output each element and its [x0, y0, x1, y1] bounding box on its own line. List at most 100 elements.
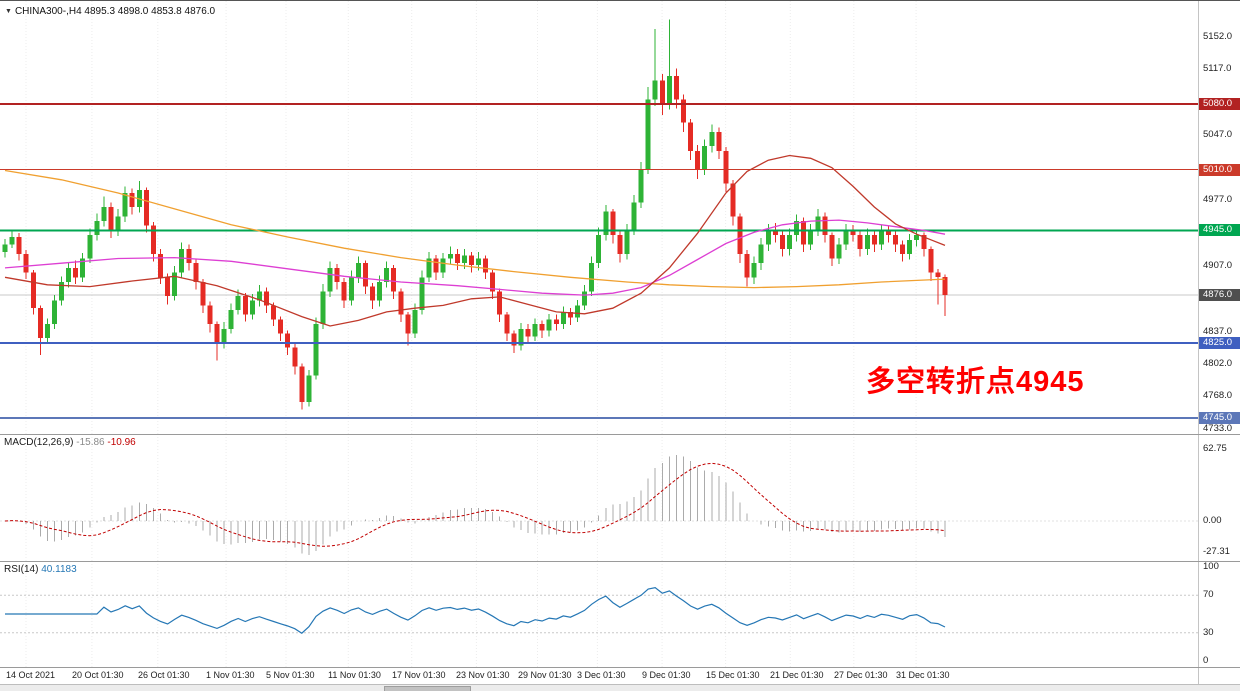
candle-body: [723, 150, 729, 184]
axis-tick-label: 62.75: [1203, 443, 1227, 454]
axis-tick-label: 4907.0: [1203, 260, 1233, 271]
time-label: 27 Dec 01:30: [834, 670, 888, 680]
candle-body: [461, 255, 467, 264]
panel-separator[interactable]: [0, 561, 1240, 562]
candle-body: [928, 249, 934, 273]
candle-body: [398, 291, 404, 315]
candle-body: [370, 286, 376, 301]
time-label: 11 Nov 01:30: [328, 670, 381, 680]
candle-body: [935, 272, 941, 277]
price-level-chip: 4825.0: [1199, 337, 1240, 349]
candle-body: [829, 235, 835, 259]
main-chart-panel[interactable]: ▼ CHINA300-,H4 4895.3 4898.0 4853.8 4876.…: [0, 1, 1198, 434]
candles: [2, 19, 948, 410]
candle-body: [292, 347, 298, 367]
price-axis[interactable]: 5152.0 5117.0 5047.0 4977.0 4907.0 4837.0 4802…: [1198, 1, 1240, 684]
candle-body: [843, 230, 849, 245]
candle-body: [857, 235, 863, 250]
candle-body: [320, 291, 326, 325]
macd-panel[interactable]: MACD(12,26,9) -15.86 -10.96: [0, 434, 1198, 561]
candle-body: [327, 267, 333, 292]
candle-body: [165, 277, 171, 297]
candle-body: [143, 190, 149, 226]
rsi-canvas[interactable]: [0, 561, 1198, 667]
candle-body: [433, 258, 439, 273]
candle-body: [285, 333, 291, 348]
time-axis[interactable]: 14 Oct 2021 20 Oct 01:30 26 Oct 01:30 1 Nov…: [0, 667, 1198, 684]
symbol-dropdown-icon[interactable]: ▼: [5, 8, 12, 15]
candle-body: [864, 235, 870, 250]
time-label: 21 Dec 01:30: [770, 670, 824, 680]
candle-body: [787, 235, 793, 250]
candle-body: [447, 253, 453, 259]
candle-body: [483, 258, 489, 273]
axis-tick-label: 4837.0: [1203, 326, 1233, 337]
time-label: 5 Nov 01:30: [266, 670, 315, 680]
candle-body: [419, 277, 425, 311]
panel-separator[interactable]: [0, 434, 1240, 435]
candle-body: [546, 319, 552, 331]
candle-body: [9, 236, 15, 245]
rsi-panel[interactable]: RSI(14) 40.1183: [0, 561, 1198, 667]
axis-tick-label: 4802.0: [1203, 358, 1233, 369]
price-level-chip: 5010.0: [1199, 164, 1240, 176]
candle-body: [907, 239, 913, 254]
candle-body: [582, 291, 588, 306]
main-chart-canvas[interactable]: [0, 1, 1198, 434]
candle-body: [525, 328, 531, 337]
axis-tick-label: 70: [1203, 589, 1214, 600]
macd-canvas[interactable]: [0, 434, 1198, 561]
candle-body: [150, 225, 156, 254]
candle-body: [822, 216, 828, 236]
time-label: 15 Dec 01:30: [706, 670, 760, 680]
candle-body: [30, 272, 36, 309]
candle-body: [518, 328, 524, 346]
trend-annotation-text[interactable]: 多空转折点4945: [866, 366, 1085, 398]
candle-body: [299, 366, 305, 402]
time-label: 3 Dec 01:30: [577, 670, 626, 680]
candle-body: [122, 192, 128, 217]
horizontal-scrollbar[interactable]: [0, 684, 1240, 691]
axis-tick-label: 4977.0: [1203, 194, 1233, 205]
candle-body: [504, 314, 510, 334]
macd-title: MACD(12,26,9): [4, 437, 74, 448]
candle-body: [44, 324, 50, 339]
candle-body: [801, 221, 807, 245]
candle-body: [779, 235, 785, 250]
candle-body: [885, 230, 891, 236]
candle-body: [666, 75, 672, 104]
candle-body: [313, 324, 319, 376]
macd-label: MACD(12,26,9) -15.86 -10.96: [4, 437, 136, 448]
candle-body: [87, 235, 93, 259]
candle-body: [815, 216, 821, 231]
candle-body: [589, 263, 595, 292]
candle-body: [730, 183, 736, 217]
candle-body: [624, 230, 630, 254]
candle-body: [850, 230, 856, 236]
candle-body: [808, 230, 814, 245]
candle-body: [384, 267, 390, 282]
candle-body: [101, 207, 107, 222]
candle-body: [688, 122, 694, 151]
axis-tick-label: 30: [1203, 627, 1214, 638]
time-label: 17 Nov 01:30: [392, 670, 446, 680]
candle-body: [617, 235, 623, 254]
candle-body: [511, 333, 517, 346]
candle-body: [115, 216, 121, 231]
axis-tick-label: -27.31: [1203, 546, 1230, 557]
candle-body: [539, 324, 545, 331]
candle-body: [16, 236, 22, 254]
candle-body: [23, 253, 29, 273]
candle-body: [490, 272, 496, 292]
candle-body: [278, 319, 284, 334]
candle-body: [836, 244, 842, 259]
candle-body: [341, 281, 347, 301]
axis-tick-label: 5117.0: [1203, 63, 1232, 74]
candle-body: [172, 272, 178, 297]
candle-body: [532, 324, 538, 337]
candle-body: [129, 192, 135, 208]
candle-body: [256, 291, 262, 301]
candle-body: [186, 249, 192, 264]
candle-body: [659, 80, 665, 104]
scrollbar-thumb[interactable]: [384, 686, 472, 691]
